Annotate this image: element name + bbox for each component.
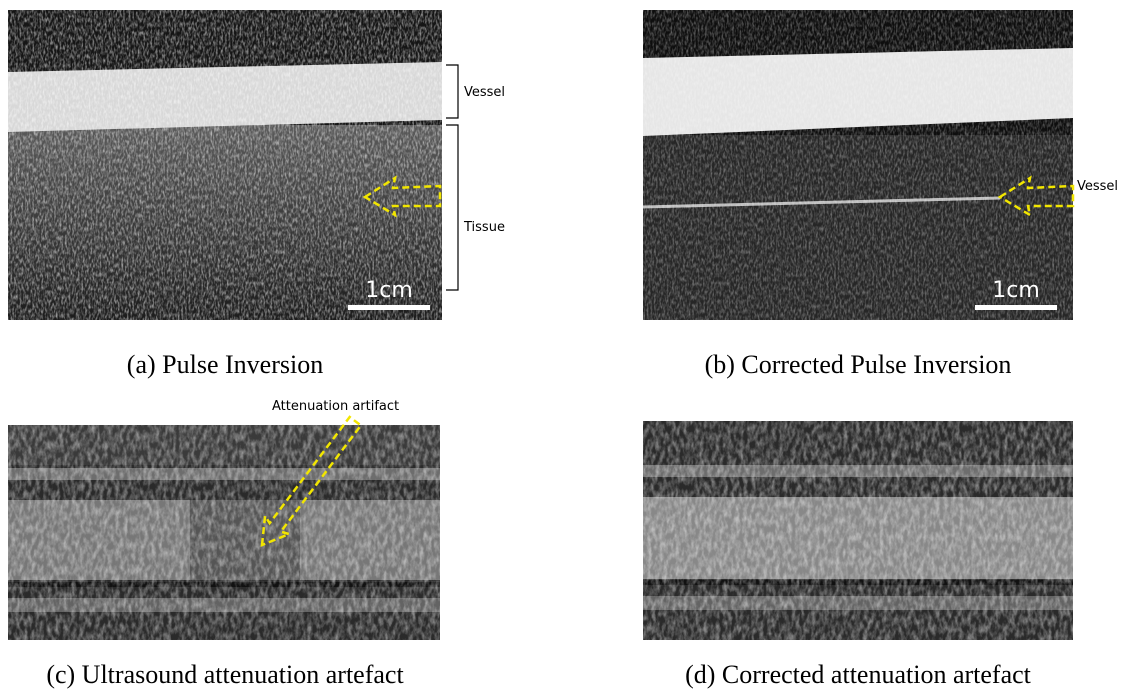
- panel-c-image: [8, 412, 440, 640]
- annotation: Vessel: [464, 85, 505, 100]
- image-detail: [348, 305, 430, 310]
- figure: 1cm Vessel Tissue (a) Pulse Inversion 1c…: [0, 0, 1127, 692]
- image-detail: [8, 10, 442, 320]
- caption: (d) Corrected attenuation artefact: [685, 660, 1032, 689]
- panel-b-image: 1cm: [643, 10, 1073, 320]
- scale-bar-label: 1cm: [365, 278, 413, 303]
- image-detail: [643, 10, 1073, 320]
- caption: (c) Ultrasound attenuation artefact: [46, 660, 404, 689]
- annotation: Attenuation artifact: [272, 399, 399, 414]
- scale-bar-label: 1cm: [992, 278, 1040, 303]
- caption: (b) Corrected Pulse Inversion: [705, 350, 1012, 379]
- image-detail: [643, 421, 1073, 640]
- annotation: Vessel: [1077, 179, 1118, 194]
- page: 1cm Vessel Tissue (a) Pulse Inversion 1c…: [0, 0, 1127, 692]
- image-detail: [975, 305, 1057, 310]
- image-detail: [8, 425, 440, 640]
- caption: (a) Pulse Inversion: [127, 350, 323, 379]
- annotation: Tissue: [463, 220, 505, 235]
- image-detail: [446, 65, 458, 290]
- panel-d-image: [643, 421, 1073, 640]
- panel-a-image: 1cm: [8, 10, 442, 320]
